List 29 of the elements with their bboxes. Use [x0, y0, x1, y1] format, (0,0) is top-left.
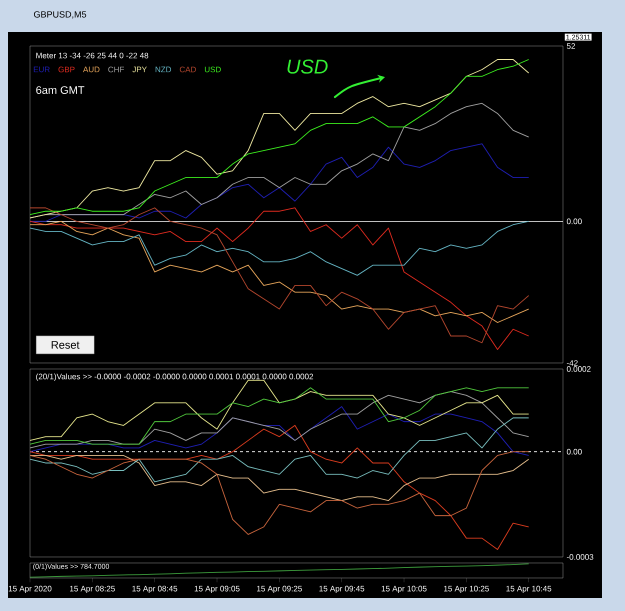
text: EUR [34, 66, 50, 72]
text: NZD [156, 66, 172, 72]
annotation: Reset [52, 341, 80, 349]
y-tick-label: -0.0003 [566, 554, 594, 560]
x-tick-label: 15 Apr 09:25 [257, 586, 302, 594]
x-tick-label: 15 Apr 08:45 [132, 586, 178, 594]
text: CAD [180, 66, 196, 72]
annotation: Meter 13 -34 -26 25 44 0 -22 48 [36, 52, 148, 58]
x-tick-label: 15 Apr 10:05 [382, 586, 427, 594]
x-tick-label: 15 Apr 10:45 [506, 586, 552, 594]
annotation: USD [288, 60, 328, 74]
text: CHF [108, 66, 124, 72]
y-tick-label: 0.0002 [566, 366, 591, 372]
text: JPY [132, 66, 147, 72]
x-tick-label: 15 Apr 09:05 [194, 586, 240, 594]
y-tick-label: -42 [566, 360, 578, 366]
text: USD [204, 66, 221, 72]
annotation: (20/1)Values >> -0.0000 -0.0002 -0.0000 0.0000 0.0001 0.0001 0.0000 0.0002 [36, 373, 314, 381]
y-tick-label: 0.00 [566, 218, 582, 224]
chart-title: GBPUSD,M5 [34, 11, 86, 19]
x-tick-label: 15 Apr 2020 [8, 586, 52, 594]
x-tick-label: 15 Apr 08:25 [70, 586, 115, 594]
y-tick-label: 0.00 [566, 448, 582, 455]
text: GBP [58, 66, 75, 72]
x-tick-label: 15 Apr 10:25 [444, 586, 489, 594]
text: AUD [83, 66, 100, 72]
x-tick-label: 15 Apr 09:45 [319, 586, 364, 594]
y-tick-label: 52 [566, 43, 576, 49]
annotation: 6am GMT [36, 86, 84, 94]
